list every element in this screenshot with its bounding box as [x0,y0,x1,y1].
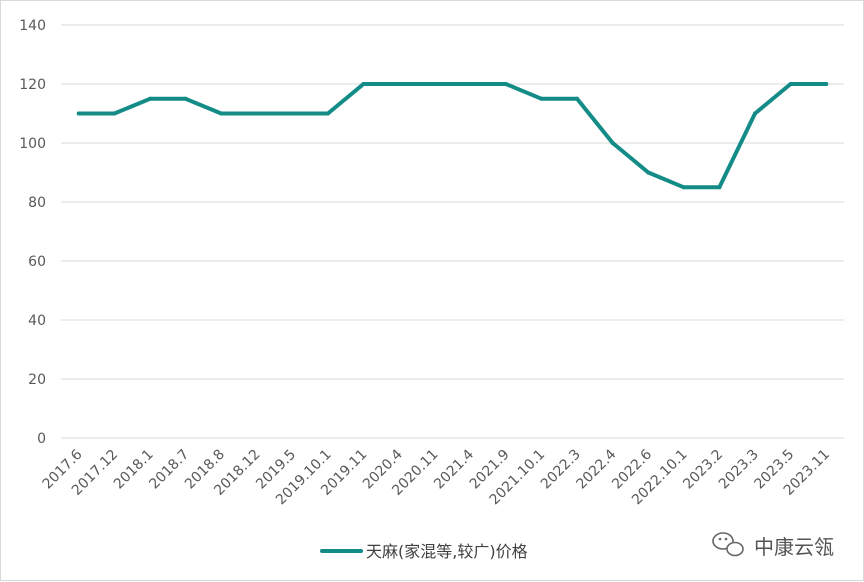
y-tick-label: 0 [37,431,46,447]
data-point [325,111,330,116]
data-point [753,111,758,116]
data-point [468,82,473,86]
y-axis-ticks: 0 20 40 60 80 100 120 140 [19,18,46,447]
wechat-icon [712,532,744,557]
data-point [539,96,544,101]
data-point [290,111,295,116]
data-point [681,185,686,190]
data-point [147,96,152,101]
data-point [610,141,615,145]
data-point [575,96,580,101]
data-point [361,82,366,86]
data-point [219,111,224,116]
data-point [397,82,402,86]
series-line [76,82,829,190]
data-point [717,185,722,190]
y-tick-label: 20 [28,372,46,388]
series-layer [76,82,829,190]
data-point [503,82,508,86]
data-point [254,111,259,116]
legend-label: 天麻(家混等,较广)价格 [366,542,528,561]
data-point [646,170,651,175]
watermark-text: 中康云瓴 [754,535,834,559]
y-tick-label: 80 [28,195,46,211]
y-tick-label: 60 [28,254,46,270]
y-tick-label: 120 [19,77,46,93]
data-point [788,82,793,86]
data-point [76,111,81,116]
x-axis-ticks: 2017.62017.122018.12018.72018.82018.1220… [40,446,833,508]
y-tick-label: 140 [19,18,46,34]
watermark: 中康云瓴 [712,532,834,559]
data-point [183,96,188,101]
data-point [112,111,117,116]
y-tick-label: 40 [28,313,46,329]
data-point [824,82,829,86]
y-tick-label: 100 [19,136,46,152]
grid-lines [61,24,844,439]
legend: 天麻(家混等,较广)价格 [320,542,528,561]
data-point [432,82,437,86]
